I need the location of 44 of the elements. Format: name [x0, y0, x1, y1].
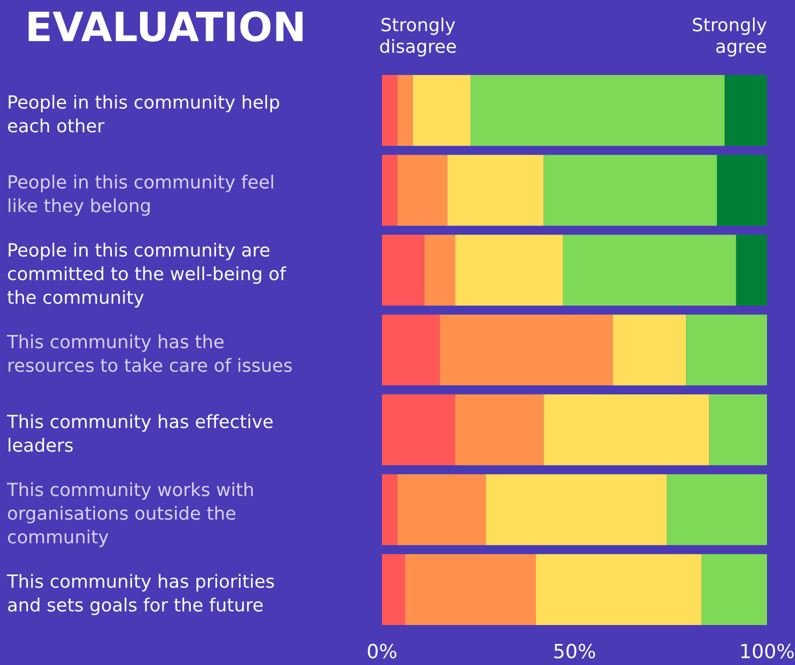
y-tick-label: This community works with organisations outside the community — [6, 482, 253, 548]
bar — [544, 154, 717, 226]
bar — [405, 554, 536, 626]
bar — [382, 154, 398, 226]
bar — [397, 154, 448, 226]
bar — [424, 234, 456, 306]
y-tick-label: People in this community feel like they belong — [8, 174, 274, 216]
bar — [447, 154, 544, 226]
y-tick-label: People in this community help each other — [8, 94, 280, 132]
bar — [544, 394, 710, 466]
bar — [455, 394, 544, 466]
y-tick-label: This community has priorities and sets goals for the future — [6, 574, 274, 616]
text: Strongly agree — [692, 17, 766, 57]
bar — [666, 474, 767, 546]
bar — [724, 74, 767, 146]
bar — [686, 314, 767, 386]
bar — [382, 234, 424, 306]
bar — [486, 474, 667, 546]
x-tick-label: 100% — [741, 644, 794, 658]
bar — [736, 234, 767, 306]
bar — [382, 554, 406, 626]
bar — [412, 74, 471, 146]
bar — [440, 314, 613, 386]
bar — [382, 394, 456, 466]
y-tick-label: This community has the resources to take care of issues — [6, 334, 292, 372]
bar — [382, 474, 398, 546]
bar — [716, 154, 767, 226]
bar — [382, 74, 398, 146]
bar — [562, 234, 736, 306]
bar — [613, 314, 686, 386]
bar — [382, 314, 440, 386]
bar — [702, 554, 767, 626]
bar — [536, 554, 702, 626]
x-tick-label: 0% — [368, 644, 396, 658]
y-tick-label: People in this community are committed to the well-being of the community — [7, 242, 286, 308]
chart-title: EVALUATION — [28, 11, 303, 42]
bar — [455, 234, 563, 306]
bar — [397, 74, 413, 146]
bar — [709, 394, 767, 466]
text: Strongly disagree — [380, 17, 456, 57]
y-tick-label: This community has effective leaders — [6, 414, 273, 452]
bar — [397, 474, 486, 546]
bar — [470, 74, 725, 146]
x-tick-label: 50% — [554, 644, 596, 658]
